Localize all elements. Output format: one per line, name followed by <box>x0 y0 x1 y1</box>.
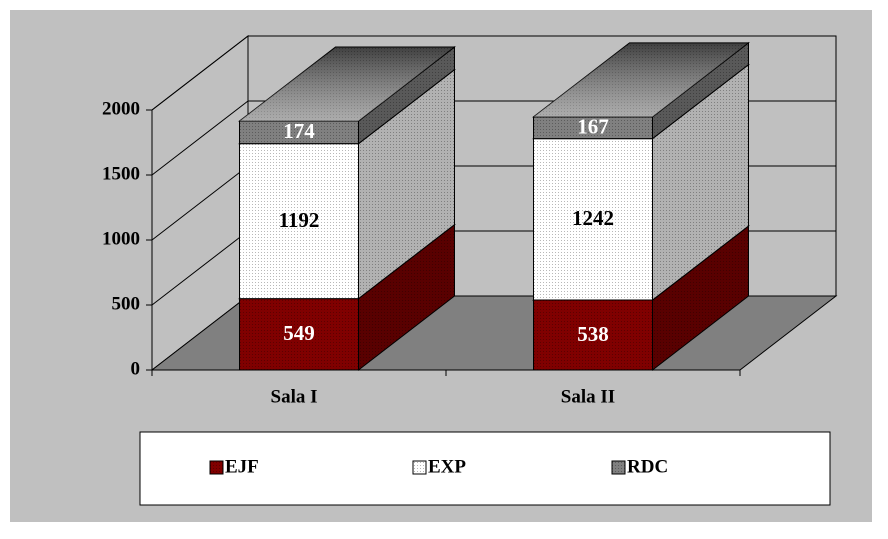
legend-label: EJF <box>225 456 259 477</box>
grid-line <box>151 165 249 241</box>
y-tick-label: 1000 <box>102 228 140 249</box>
legend-label: RDC <box>627 456 668 477</box>
bar-side-texture <box>652 42 749 139</box>
bar-front-texture <box>239 143 359 299</box>
bar-side-texture <box>358 69 455 299</box>
legend-swatch <box>412 460 427 475</box>
x-tick-label: Sala I <box>271 386 318 407</box>
value-label: 1242 <box>572 206 614 230</box>
bar-side-shade <box>358 69 455 299</box>
swatch-texture <box>413 461 426 474</box>
value-label: 1192 <box>279 208 320 232</box>
swatch-texture <box>210 461 223 474</box>
bar-segment <box>238 46 456 145</box>
y-tick-label: 2000 <box>102 98 140 119</box>
bar-side-shade <box>652 226 749 370</box>
legend-swatch <box>611 460 626 475</box>
x-tick-label: Sala II <box>561 386 615 407</box>
y-tick-label: 1500 <box>102 163 140 184</box>
bar-front-texture <box>239 121 359 144</box>
bar-side-shade <box>358 224 455 370</box>
bar-side-shade <box>652 42 749 139</box>
bar-side-shade <box>358 47 455 144</box>
value-label: 549 <box>283 321 315 345</box>
bar-side-shade <box>652 64 749 301</box>
legend-label: EXP <box>428 456 466 477</box>
bar-side-texture <box>358 47 455 144</box>
bar-side-texture <box>652 64 749 301</box>
legend-box <box>139 431 831 506</box>
bar-front-texture <box>533 138 653 301</box>
grid-line <box>151 100 249 176</box>
y-tick-label: 500 <box>112 293 141 314</box>
bar-segment <box>532 41 750 140</box>
bar-front-texture <box>533 300 653 370</box>
swatch-texture <box>612 461 625 474</box>
bar-side-texture <box>358 224 455 370</box>
value-label: 174 <box>283 119 315 143</box>
bar-top-shade <box>239 47 455 122</box>
bar-front-texture <box>533 116 653 139</box>
bar-top-shade <box>533 42 749 117</box>
value-label: 538 <box>577 322 609 346</box>
value-label: 167 <box>577 115 609 139</box>
bar-side-texture <box>652 226 749 370</box>
grid-line <box>151 230 249 306</box>
grid-line <box>151 35 249 111</box>
y-tick-label: 0 <box>131 358 141 379</box>
legend-swatch <box>209 460 224 475</box>
bar-front-texture <box>239 298 359 370</box>
